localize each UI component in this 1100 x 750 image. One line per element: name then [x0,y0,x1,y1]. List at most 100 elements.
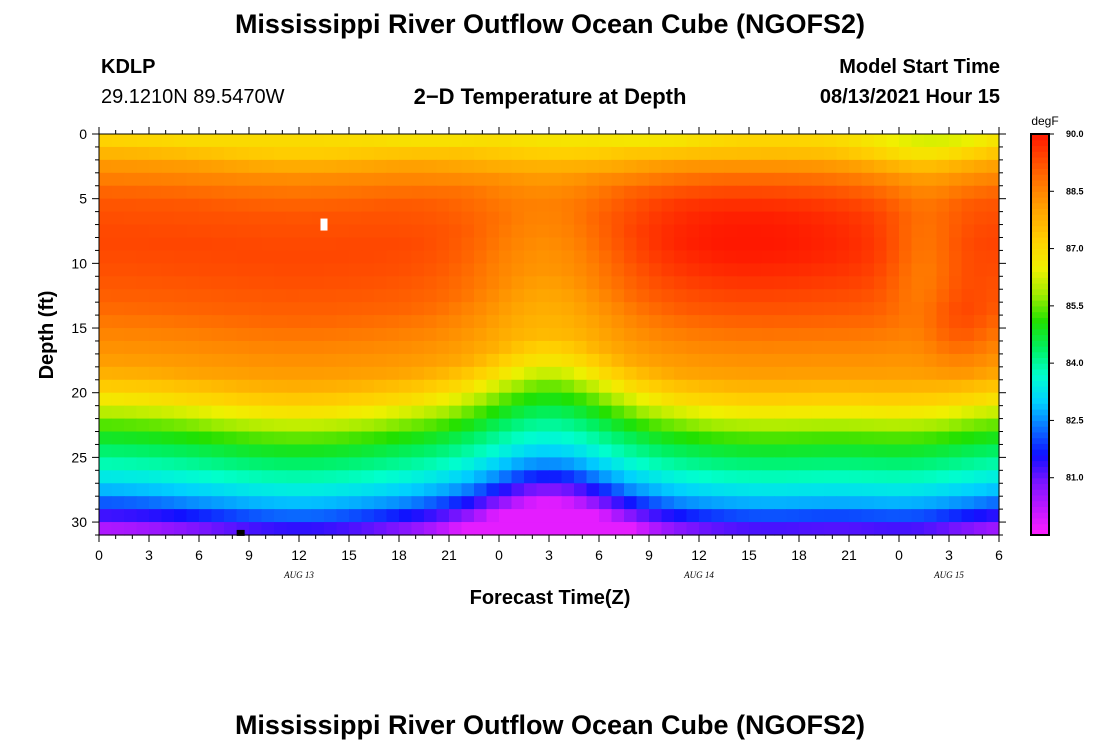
heatmap-cell [136,263,150,277]
heatmap-cell [99,276,113,290]
heatmap-cell [849,509,863,523]
heatmap-cell [511,353,525,368]
heatmap-cell [199,328,213,342]
heatmap-cell [474,366,488,381]
heatmap-cell [399,431,413,446]
heatmap-cell [624,250,638,264]
heatmap-cell [611,509,625,523]
heatmap-cell [961,405,975,420]
heatmap-cell [536,392,550,407]
colorbar-swatch [1031,483,1049,490]
heatmap-cell [811,159,825,174]
heatmap-cell [524,302,538,316]
heatmap-cell [111,444,125,458]
heatmap-cell [961,328,975,342]
heatmap-cell [361,366,375,381]
y-tick-label: 5 [79,191,87,207]
heatmap-cell [724,509,738,523]
heatmap-cell [624,353,638,368]
heatmap-cell [374,237,388,252]
heatmap-cell [286,418,300,433]
heatmap-cell [924,405,938,420]
heatmap-cell [874,250,888,264]
heatmap-cell [686,185,700,200]
heatmap-cell [774,379,788,394]
heatmap-cell [674,237,688,252]
colorbar-swatch [1031,408,1049,416]
heatmap-cell [136,470,150,484]
heatmap-cell [99,250,113,264]
heatmap-cell [874,496,888,510]
heatmap-cell [924,134,938,148]
heatmap-cell [311,392,325,407]
x-tick-label: 6 [595,547,603,563]
heatmap-cell [549,496,563,510]
heatmap-cell [311,328,325,342]
heatmap-cell [249,483,263,497]
heatmap-cell [649,172,663,187]
heatmap-cell [486,198,500,213]
heatmap-cell [524,250,538,264]
heatmap-cell [561,496,575,510]
heatmap-cell [686,366,700,381]
y-tick-label: 15 [71,320,87,336]
heatmap-cell [811,522,825,536]
heatmap-cell [436,418,450,433]
chart-subtitle: 2−D Temperature at Depth [413,84,687,109]
heatmap-cell [936,185,950,200]
heatmap-cell [686,405,700,420]
heatmap-cell [636,379,650,394]
heatmap-cell [549,340,563,355]
heatmap-cell [261,431,275,446]
heatmap-cell [236,483,250,497]
heatmap-cell [386,483,400,497]
heatmap-cell [611,185,625,200]
heatmap-cell [399,276,413,290]
heatmap-cell [599,237,613,252]
heatmap-cell [824,172,838,187]
heatmap-cell [799,444,813,458]
heatmap-cell [786,289,800,303]
heatmap-cell [561,431,575,446]
heatmap-cell [174,522,188,536]
heatmap-cell [324,522,338,536]
heatmap-cell [924,315,938,329]
heatmap-cell [811,276,825,290]
heatmap-cell [774,185,788,200]
heatmap-cell [761,470,775,484]
heatmap-cell [336,146,350,161]
heatmap-cell [611,159,625,174]
heatmap-cell [386,509,400,523]
heatmap-cell [899,522,913,536]
heatmap-cell [861,431,875,446]
heatmap-cell [724,483,738,497]
heatmap-cell [449,172,463,187]
heatmap-cell [236,457,250,471]
heatmap-cell [399,224,413,239]
heatmap-cell [699,392,713,407]
heatmap-cell [961,418,975,433]
heatmap-cell [111,392,125,407]
heatmap-cell [349,457,363,471]
heatmap-cell [311,431,325,446]
heatmap-cell [161,224,175,239]
colorbar-swatch [1031,517,1049,525]
heatmap-cell [924,496,938,510]
heatmap-cell [411,146,425,161]
heatmap-cell [174,315,188,329]
heatmap-cell [499,522,513,536]
heatmap-cell [374,366,388,381]
heatmap-cell [586,198,600,213]
heatmap-cell [711,431,725,446]
heatmap-cell [749,250,763,264]
heatmap-cell [636,276,650,290]
heatmap-cell [361,224,375,239]
x-tick-label: 18 [391,547,407,563]
heatmap-cell [949,483,963,497]
heatmap-cell [249,470,263,484]
heatmap-cell [424,224,438,239]
heatmap-cell [861,289,875,303]
heatmap-cell [686,496,700,510]
heatmap-cell [624,405,638,420]
heatmap-cell [261,470,275,484]
